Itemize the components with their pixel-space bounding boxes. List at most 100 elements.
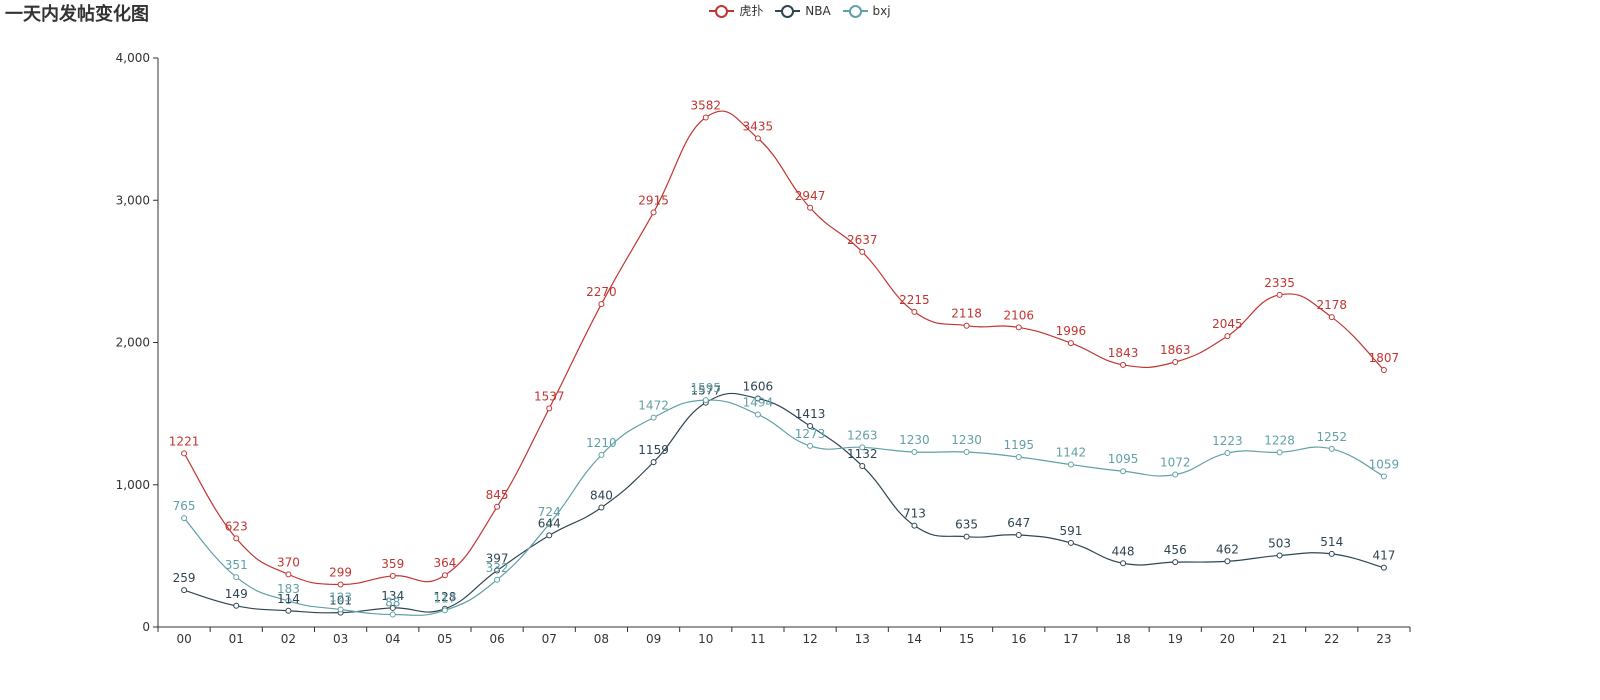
- data-label-0: 2178: [1316, 298, 1347, 312]
- y-tick-label: 1,000: [116, 478, 150, 492]
- data-point-2[interactable]: [598, 451, 605, 458]
- data-point-2[interactable]: [1067, 461, 1074, 468]
- series-line-0: [183, 110, 1385, 586]
- data-point-0[interactable]: [1172, 358, 1179, 365]
- data-point-2[interactable]: [233, 574, 240, 581]
- data-label-0: 3582: [690, 98, 721, 112]
- data-point-0[interactable]: [1224, 333, 1231, 340]
- data-point-0[interactable]: [963, 322, 970, 329]
- data-point-1[interactable]: [546, 532, 553, 539]
- data-point-2[interactable]: [650, 414, 657, 421]
- data-point-0[interactable]: [181, 450, 188, 457]
- data-point-0[interactable]: [233, 535, 240, 542]
- data-point-0[interactable]: [389, 572, 396, 579]
- data-point-1[interactable]: [754, 395, 761, 402]
- data-point-0[interactable]: [1067, 340, 1074, 347]
- data-point-0[interactable]: [1380, 366, 1387, 373]
- data-point-2[interactable]: [1120, 468, 1127, 475]
- data-point-2[interactable]: [337, 606, 344, 613]
- x-tick-label: 12: [802, 632, 817, 646]
- data-label-2: 1273: [795, 427, 826, 441]
- x-tick-label: 21: [1272, 632, 1287, 646]
- data-point-2[interactable]: [389, 611, 396, 618]
- data-point-2[interactable]: [1015, 454, 1022, 461]
- legend-item-nba[interactable]: NBA: [775, 3, 831, 18]
- data-point-1[interactable]: [1224, 558, 1231, 565]
- data-point-0[interactable]: [598, 301, 605, 308]
- data-point-2[interactable]: [702, 397, 709, 404]
- data-point-1[interactable]: [389, 604, 396, 611]
- data-point-0[interactable]: [807, 204, 814, 211]
- data-point-0[interactable]: [911, 308, 918, 315]
- x-tick-label: 06: [489, 632, 504, 646]
- legend-item-hupu[interactable]: 虎扑: [709, 2, 763, 19]
- data-label-1: 1159: [638, 443, 669, 457]
- data-point-2[interactable]: [1276, 449, 1283, 456]
- data-label-2: 1472: [638, 399, 669, 413]
- data-point-1[interactable]: [1120, 560, 1127, 567]
- data-point-0[interactable]: [754, 135, 761, 142]
- data-label-2: 1228: [1264, 433, 1295, 447]
- data-point-1[interactable]: [1380, 564, 1387, 571]
- data-label-1: 840: [590, 489, 613, 503]
- data-point-2[interactable]: [963, 449, 970, 456]
- data-point-1[interactable]: [598, 504, 605, 511]
- data-point-2[interactable]: [1172, 471, 1179, 478]
- data-label-1: 134: [381, 589, 404, 603]
- data-point-0[interactable]: [1276, 291, 1283, 298]
- x-tick-label: 09: [646, 632, 661, 646]
- data-point-2[interactable]: [807, 442, 814, 449]
- data-point-1[interactable]: [859, 462, 866, 469]
- data-label-0: 3435: [743, 119, 774, 133]
- data-point-1[interactable]: [285, 607, 292, 614]
- data-point-1[interactable]: [807, 423, 814, 430]
- data-point-2[interactable]: [1328, 445, 1335, 452]
- data-label-2: 117: [433, 591, 456, 605]
- data-point-1[interactable]: [1067, 539, 1074, 546]
- data-point-0[interactable]: [441, 572, 448, 579]
- data-point-0[interactable]: [1120, 361, 1127, 368]
- legend-marker-bxj: [842, 4, 868, 18]
- data-point-2[interactable]: [285, 597, 292, 604]
- data-point-2[interactable]: [494, 576, 501, 583]
- legend-label-nba: NBA: [805, 3, 831, 18]
- data-point-2[interactable]: [546, 521, 553, 528]
- data-point-1[interactable]: [1276, 552, 1283, 559]
- data-point-2[interactable]: [859, 444, 866, 451]
- data-point-1[interactable]: [1015, 531, 1022, 538]
- data-point-0[interactable]: [702, 114, 709, 121]
- data-point-0[interactable]: [1328, 314, 1335, 321]
- data-point-1[interactable]: [650, 459, 657, 466]
- data-point-1[interactable]: [1172, 559, 1179, 566]
- y-tick-label: 2,000: [116, 336, 150, 350]
- data-point-1[interactable]: [494, 567, 501, 574]
- data-label-2: 1142: [1056, 446, 1087, 460]
- legend-item-bxj[interactable]: bxj: [842, 4, 891, 18]
- data-label-2: 1210: [586, 436, 617, 450]
- data-point-1[interactable]: [963, 533, 970, 540]
- data-point-2[interactable]: [441, 607, 448, 614]
- x-tick-label: 13: [855, 632, 870, 646]
- data-label-1: 128: [433, 590, 456, 604]
- data-point-0[interactable]: [546, 405, 553, 412]
- data-point-1[interactable]: [911, 522, 918, 529]
- data-label-0: 2335: [1264, 276, 1295, 290]
- data-label-0: 1843: [1108, 346, 1139, 360]
- data-point-0[interactable]: [494, 503, 501, 510]
- data-point-0[interactable]: [650, 209, 657, 216]
- x-tick-label: 04: [385, 632, 400, 646]
- data-point-1[interactable]: [181, 587, 188, 594]
- data-point-1[interactable]: [1328, 550, 1335, 557]
- data-point-0[interactable]: [1015, 324, 1022, 331]
- data-point-0[interactable]: [285, 571, 292, 578]
- data-point-2[interactable]: [181, 515, 188, 522]
- data-point-2[interactable]: [1380, 473, 1387, 480]
- data-label-2: 1595: [690, 381, 721, 395]
- data-point-2[interactable]: [1224, 450, 1231, 457]
- data-point-2[interactable]: [911, 449, 918, 456]
- data-point-1[interactable]: [233, 602, 240, 609]
- data-point-0[interactable]: [337, 581, 344, 588]
- data-point-2[interactable]: [754, 411, 761, 418]
- data-label-0: 2947: [795, 189, 826, 203]
- data-point-0[interactable]: [859, 248, 866, 255]
